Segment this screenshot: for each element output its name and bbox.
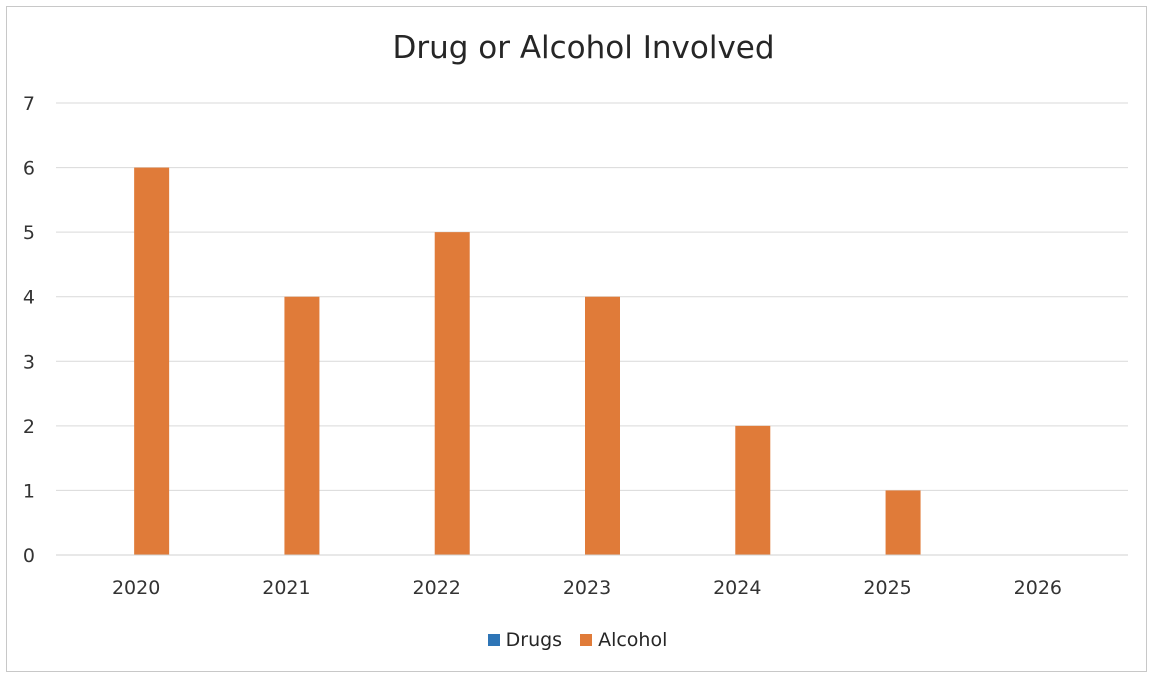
y-tick-label: 6 [23, 158, 35, 180]
bar-alcohol-2024 [735, 425, 771, 555]
bar-alcohol-2022 [434, 232, 470, 555]
x-tick-label: 2020 [112, 577, 160, 599]
x-tick-label: 2025 [863, 577, 911, 599]
x-tick-label: 2021 [262, 577, 310, 599]
y-tick-label: 7 [23, 93, 35, 115]
y-tick-label: 4 [23, 287, 35, 309]
legend-item-drugs: Drugs [487, 629, 563, 651]
chart-title: Drug or Alcohol Involved [392, 30, 775, 66]
bar-alcohol-2023 [585, 296, 620, 555]
bar-alcohol-2025 [885, 490, 921, 555]
chart-legend: Drugs Alcohol [0, 629, 1155, 651]
legend-swatch-drugs [487, 634, 500, 646]
chart-frame [6, 6, 1147, 672]
legend-label-alcohol: Alcohol [598, 629, 668, 651]
y-tick-label: 5 [23, 222, 35, 244]
x-tick-label: 2022 [413, 577, 461, 599]
bar-alcohol-2021 [284, 296, 320, 555]
y-tick-label: 0 [23, 545, 35, 567]
x-tick-label: 2026 [1014, 577, 1062, 599]
legend-swatch-alcohol [580, 634, 593, 646]
y-tick-label: 1 [23, 480, 35, 502]
x-tick-label: 2023 [563, 577, 611, 599]
x-tick-label: 2024 [713, 577, 761, 599]
bar-alcohol-2020 [134, 167, 170, 556]
y-tick-label: 3 [23, 351, 35, 373]
legend-item-alcohol: Alcohol [580, 629, 667, 651]
legend-label-drugs: Drugs [505, 629, 563, 651]
y-tick-label: 2 [23, 416, 35, 438]
